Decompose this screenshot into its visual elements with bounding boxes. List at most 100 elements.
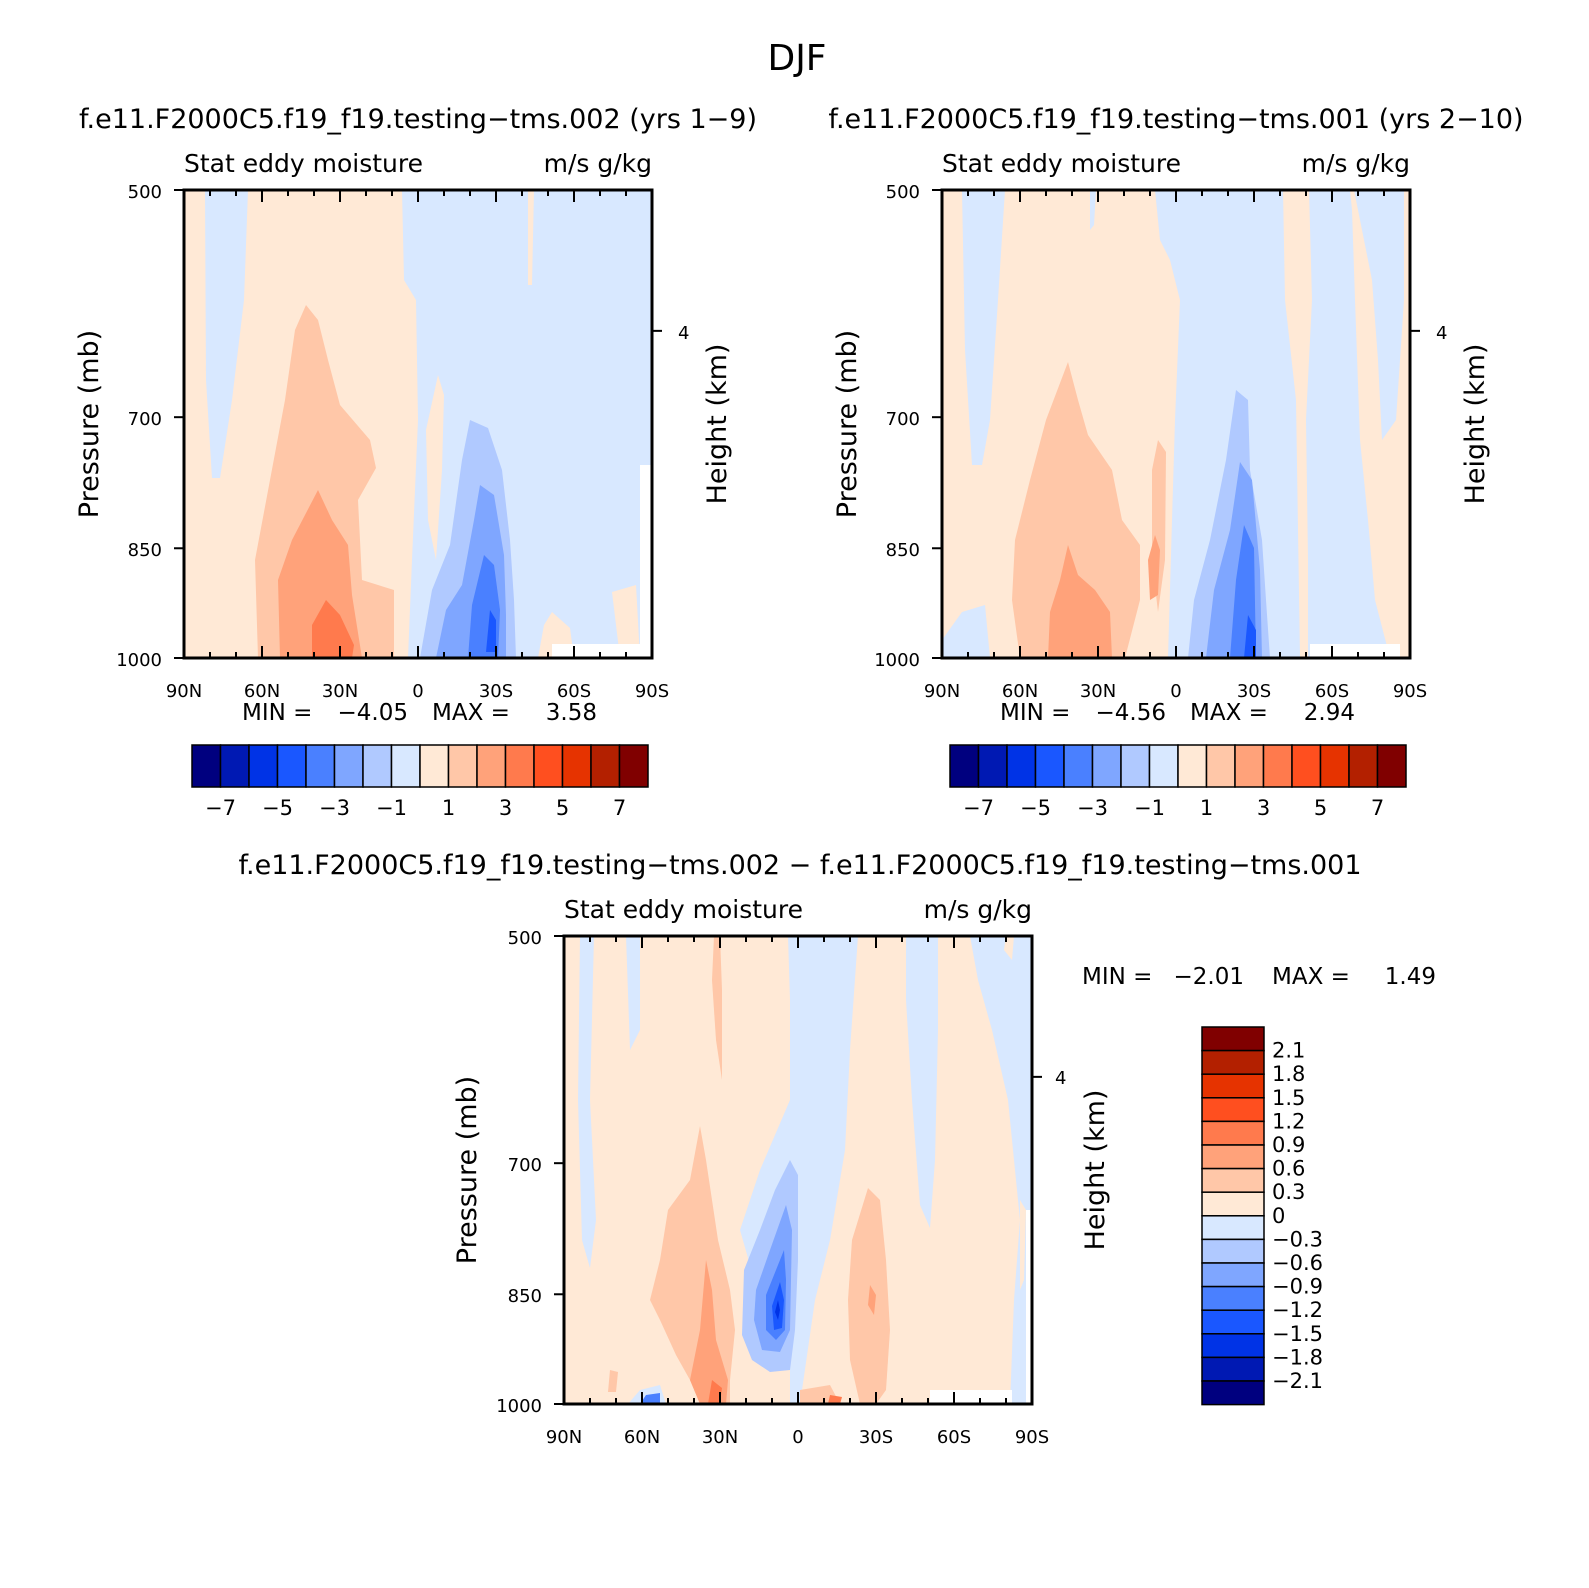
field-missing-data	[640, 465, 652, 658]
colorbar-label: 7	[613, 796, 626, 820]
colorbar-swatch	[1201, 1262, 1265, 1288]
stats-min-label: MIN =	[1082, 964, 1152, 990]
colorbar-label: 3	[499, 796, 512, 820]
y-tick-label: 500	[886, 182, 920, 203]
axis-ticks	[554, 935, 1042, 1405]
field-pos-region	[690, 1260, 728, 1404]
colorbar-swatch	[191, 744, 222, 788]
field-missing-data	[930, 1390, 1012, 1404]
y-tick-label: 700	[886, 409, 920, 430]
stats-max-label: MAX =	[1190, 700, 1268, 726]
colorbar-swatch	[1319, 744, 1350, 788]
stats-min-label: MIN =	[1000, 700, 1070, 726]
colorbar-label: −0.6	[1272, 1251, 1323, 1275]
colorbar-swatch	[1201, 1120, 1265, 1146]
field-neg-region	[1155, 190, 1300, 658]
colorbar-label: 1.8	[1272, 1062, 1305, 1086]
colorbar-label: 2.1	[1272, 1039, 1305, 1063]
colorbar-swatch	[248, 744, 279, 788]
colorbar-swatch	[1148, 744, 1179, 788]
colorbar-swatch	[219, 744, 250, 788]
colorbar-label: −1	[1134, 796, 1165, 820]
colorbar-label: 5	[1314, 796, 1327, 820]
x-tick-label: 0	[792, 1427, 803, 1448]
field-neg-region	[578, 936, 596, 1268]
y-tick-label: 700	[128, 409, 162, 430]
panel-a: Stat eddy moisture m/s g/kg 500 700 850 …	[74, 149, 733, 820]
figure-title: DJF	[767, 38, 826, 79]
y-tick-label: 850	[886, 540, 920, 561]
y-right-axis-title: Height (km)	[702, 344, 733, 505]
colorbar-label: 1.5	[1272, 1086, 1305, 1110]
x-tick-label: 30S	[479, 681, 513, 702]
y-tick-label: 1000	[496, 1396, 542, 1417]
colorbar-swatch	[949, 744, 980, 788]
colorbar-swatch	[1201, 1191, 1265, 1217]
colorbar-swatch	[1201, 1356, 1265, 1382]
panel-variable-label: Stat eddy moisture	[564, 895, 803, 924]
colorbar-swatch	[1201, 1026, 1265, 1052]
colorbar-label: 1.2	[1272, 1109, 1305, 1133]
colorbar-swatch	[1201, 1285, 1265, 1311]
panel-a-field	[184, 190, 652, 658]
colorbar-label: 0.6	[1272, 1157, 1305, 1181]
stats-max-label: MAX =	[432, 700, 510, 726]
axis-ticks	[174, 189, 662, 659]
panel-units-label: m/s g/kg	[1302, 149, 1410, 178]
panel-units-label: m/s g/kg	[544, 149, 652, 178]
colorbar-swatch	[1091, 744, 1122, 788]
stats-min-label: MIN =	[242, 700, 312, 726]
y-tick-label: 700	[508, 1155, 542, 1176]
stats-min-value: −2.01	[1174, 964, 1244, 990]
x-tick-label: 60N	[624, 1427, 660, 1448]
x-tick-label: 90N	[546, 1427, 582, 1448]
colorbar-swatch	[1201, 1073, 1265, 1099]
colorbar-label: 1	[442, 796, 455, 820]
field-neg-region	[486, 610, 496, 652]
panel-c-field	[564, 936, 1032, 1404]
colorbar-swatch	[333, 744, 364, 788]
field-pos-region	[712, 936, 722, 1080]
colorbar-label: 0.9	[1272, 1133, 1305, 1157]
colorbar-label: 1	[1200, 796, 1213, 820]
field-neg-region	[942, 605, 990, 658]
colorbar-swatch	[419, 744, 450, 788]
y-tick-label: 1000	[874, 650, 920, 671]
x-tick-label: 0	[412, 681, 423, 702]
y-tick-label: 500	[128, 182, 162, 203]
colorbar-swatch	[1006, 744, 1037, 788]
colorbar-label: −1.2	[1272, 1298, 1323, 1322]
colorbar-label: 5	[556, 796, 569, 820]
field-missing-data	[1310, 644, 1400, 658]
x-tick-label: 30S	[1237, 681, 1271, 702]
colorbar-label: 0.3	[1272, 1180, 1305, 1204]
colorbar-swatch	[977, 744, 1008, 788]
colorbar-swatch	[1177, 744, 1208, 788]
y-tick-label: 850	[508, 1286, 542, 1307]
stats-max-label: MAX =	[1272, 964, 1350, 990]
colorbar-label: −3	[1077, 796, 1108, 820]
x-tick-label: 30N	[702, 1427, 738, 1448]
colorbar-swatch	[1063, 744, 1094, 788]
colorbar-label: 0	[1272, 1204, 1285, 1228]
colorbar-swatch	[533, 744, 564, 788]
colorbar-swatch	[1201, 1097, 1265, 1123]
colorbar-swatch	[362, 744, 393, 788]
field-pos-region	[1020, 1200, 1026, 1290]
y-right-tick-label: 4	[1436, 323, 1447, 344]
panel-b: Stat eddy moisture m/s g/kg 500 700 850 …	[832, 149, 1491, 820]
x-tick-label: 90S	[1015, 1427, 1049, 1448]
colorbar-label: −2.1	[1272, 1369, 1323, 1393]
x-tick-label: 90N	[166, 681, 202, 702]
y-axis-title: Pressure (mb)	[74, 330, 105, 518]
colorbar-swatch	[1376, 744, 1407, 788]
x-tick-label: 90S	[1393, 681, 1427, 702]
panel-c: Stat eddy moisture m/s g/kg 500 700 850 …	[452, 895, 1436, 1448]
colorbar-swatch	[447, 744, 478, 788]
x-tick-label: 90S	[635, 681, 669, 702]
x-tick-label: 30S	[859, 1427, 893, 1448]
y-tick-label: 1000	[116, 650, 162, 671]
x-tick-label: 90N	[924, 681, 960, 702]
y-right-tick-label: 4	[678, 323, 689, 344]
field-pos-region	[528, 190, 534, 285]
